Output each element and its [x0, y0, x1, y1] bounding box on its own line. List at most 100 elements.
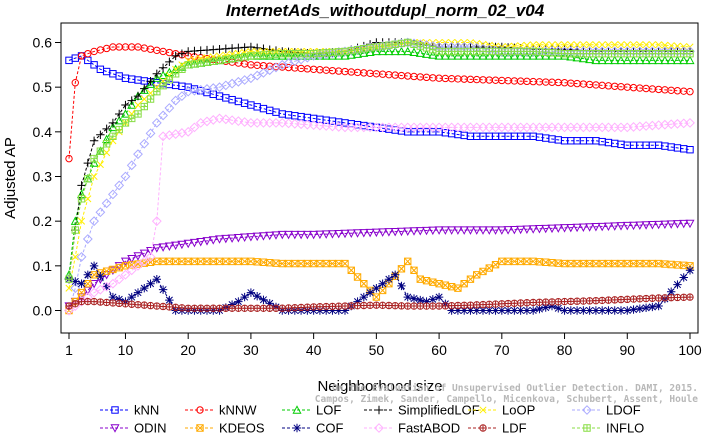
data-point	[227, 300, 237, 309]
series-line	[68, 55, 691, 151]
data-point	[434, 51, 444, 60]
data-point	[672, 55, 682, 65]
y-tick-label: 0.5	[33, 79, 53, 95]
data-point	[534, 51, 544, 60]
data-point	[234, 304, 243, 312]
data-point	[466, 275, 475, 283]
data-point	[190, 60, 199, 68]
data-point	[435, 302, 443, 310]
data-point	[409, 294, 419, 303]
data-point	[522, 306, 532, 315]
data-point	[390, 46, 400, 56]
data-point	[554, 41, 562, 49]
data-point	[396, 46, 406, 56]
data-point	[616, 222, 626, 231]
data-point	[573, 41, 581, 49]
data-point	[108, 292, 118, 302]
x-tick-label: 80	[557, 342, 573, 358]
y-tick-label: 0.0	[33, 303, 53, 319]
data-point	[616, 55, 626, 65]
data-point	[654, 55, 664, 65]
data-point	[302, 230, 312, 240]
data-point	[403, 46, 413, 56]
data-point	[146, 301, 155, 310]
data-point	[77, 297, 86, 306]
data-point	[410, 266, 418, 274]
data-point	[121, 300, 130, 308]
data-point	[485, 306, 494, 315]
data-point	[178, 304, 186, 312]
x-tick-label: 70	[494, 342, 510, 358]
axes: 1 10 20 30 40 50 60 70 80 90 100 0.0 0.1 0.2 0.3 0.4 0.5…	[33, 35, 702, 359]
legend-item-fastabod: FastABOD	[364, 421, 460, 434]
data-point	[454, 301, 462, 310]
legend-marker	[292, 405, 302, 414]
data-point	[133, 91, 143, 101]
legend-label: COF	[316, 421, 344, 434]
data-point	[108, 189, 118, 200]
legend-marker	[479, 406, 487, 414]
data-point	[115, 299, 123, 307]
series-line	[68, 50, 690, 275]
data-point	[127, 292, 136, 302]
data-point	[89, 158, 99, 167]
data-point	[346, 50, 356, 59]
data-point	[189, 238, 199, 248]
data-point	[641, 55, 651, 65]
data-point	[140, 283, 149, 293]
data-point	[548, 49, 556, 57]
plot-area	[64, 37, 695, 316]
data-point	[516, 299, 525, 307]
data-point	[384, 46, 394, 56]
data-point	[548, 41, 556, 49]
data-point	[90, 172, 98, 181]
data-point	[428, 50, 438, 59]
data-point	[510, 306, 519, 315]
data-point	[71, 253, 79, 261]
data-point	[597, 306, 607, 315]
data-point	[152, 69, 162, 78]
legend-item-ldf: LDF	[468, 421, 527, 434]
data-point	[96, 130, 105, 140]
data-point	[96, 161, 104, 169]
data-point	[140, 95, 148, 103]
data-point	[642, 41, 650, 49]
data-point	[115, 125, 123, 134]
data-point	[90, 271, 98, 279]
data-point	[535, 41, 544, 49]
data-point	[604, 41, 613, 49]
data-point	[315, 306, 325, 315]
data-point	[109, 299, 117, 307]
data-point	[384, 228, 394, 237]
data-point	[240, 292, 249, 302]
data-point	[277, 117, 288, 128]
data-point	[523, 257, 531, 266]
data-point	[126, 265, 137, 276]
data-point	[202, 237, 212, 246]
data-point	[328, 302, 337, 311]
data-point	[372, 301, 381, 309]
data-point	[522, 51, 532, 60]
data-point	[579, 306, 588, 315]
data-point	[272, 259, 280, 267]
data-point	[140, 84, 149, 93]
data-point	[578, 223, 588, 232]
data-point	[591, 306, 601, 315]
legend-marker	[196, 424, 204, 432]
data-point	[234, 297, 243, 306]
y-tick-label: 0.2	[33, 213, 53, 229]
data-point	[203, 304, 211, 312]
data-point	[610, 222, 620, 231]
data-point	[465, 51, 475, 60]
data-point	[566, 306, 576, 315]
data-point	[404, 302, 412, 310]
data-point	[335, 302, 343, 310]
data-point	[265, 231, 275, 241]
data-point	[297, 303, 305, 312]
data-point	[146, 246, 156, 256]
series-knnw	[65, 43, 694, 163]
data-point	[622, 221, 632, 231]
data-point	[82, 234, 93, 244]
data-point	[153, 302, 161, 310]
data-point	[553, 51, 563, 60]
